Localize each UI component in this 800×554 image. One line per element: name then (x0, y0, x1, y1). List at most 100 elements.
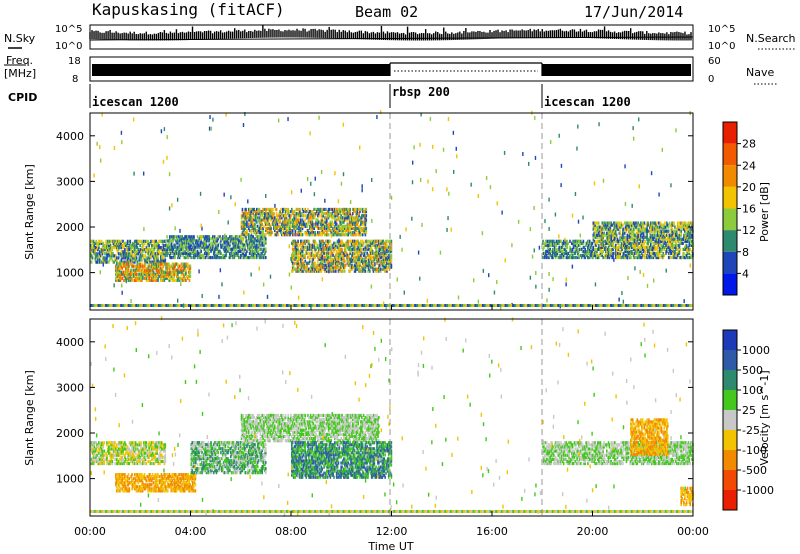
range-cell (314, 255, 316, 259)
range-cell (282, 207, 284, 212)
range-cell (613, 233, 615, 237)
range-cell (637, 249, 639, 254)
range-cell (356, 265, 359, 269)
range-cell (95, 245, 97, 250)
range-cell (576, 239, 578, 243)
range-cell (177, 270, 180, 274)
range-cell (361, 261, 364, 265)
range-cell (672, 231, 674, 235)
range-cell (595, 235, 597, 239)
range-cell (574, 243, 577, 247)
range-cell (341, 255, 343, 259)
range-cell (155, 256, 158, 260)
range-cell (188, 274, 191, 278)
range-cell (321, 257, 324, 261)
range-cell (639, 237, 641, 241)
range-cell (315, 267, 317, 271)
range-cell (133, 252, 136, 256)
range-cell (668, 221, 671, 225)
range-cell (250, 209, 253, 214)
range-cell (354, 263, 357, 267)
range-cell (656, 241, 658, 245)
range-cell (299, 222, 301, 226)
range-cell (346, 209, 349, 214)
range-cell (300, 239, 303, 243)
range-cell (604, 233, 606, 237)
range-cell (645, 227, 648, 231)
range-cell (579, 247, 581, 252)
range-cell (257, 249, 260, 253)
range-cell (642, 245, 645, 249)
range-cell (142, 250, 144, 254)
range-cell (630, 225, 632, 229)
range-cell (608, 231, 611, 235)
range-cell (123, 278, 125, 282)
range-cell (254, 243, 256, 247)
range-cell (293, 224, 296, 228)
range-cell (183, 274, 185, 278)
range-cell (325, 265, 328, 269)
range-cell (291, 233, 294, 237)
range-cell (624, 225, 627, 229)
range-cell (666, 243, 669, 247)
range-cell (306, 233, 308, 237)
range-cell (646, 235, 648, 239)
range-cell (689, 235, 692, 239)
range-cell (159, 262, 162, 266)
range-cell (106, 243, 108, 248)
range-cell (387, 263, 390, 267)
range-cell (571, 253, 574, 258)
range-cell (126, 248, 129, 252)
range-cell (98, 254, 100, 258)
range-cell (185, 272, 187, 276)
range-cell (233, 253, 236, 258)
range-cell (627, 239, 630, 243)
range-cell (627, 251, 630, 256)
range-cell (292, 249, 295, 253)
range-cell (315, 263, 317, 267)
range-cell (350, 216, 352, 220)
range-cell (327, 226, 330, 231)
range-cell (335, 257, 338, 261)
range-cell (242, 237, 245, 241)
range-cell (279, 224, 281, 228)
range-cell (128, 260, 131, 264)
range-cell (649, 247, 651, 252)
range-cell (208, 237, 211, 241)
range-cell (605, 227, 608, 231)
range-cell (231, 247, 234, 251)
range-cell (142, 254, 145, 258)
range-cell (116, 239, 118, 243)
range-cell (652, 245, 655, 249)
range-cell (170, 239, 173, 243)
range-cell (379, 253, 382, 257)
range-cell (345, 251, 348, 255)
range-cell (373, 259, 376, 263)
range-cell (307, 255, 309, 259)
range-cell (142, 270, 145, 274)
range-cell (264, 220, 267, 224)
range-cell (595, 255, 597, 260)
range-cell (351, 231, 353, 235)
range-cell (131, 262, 133, 266)
range-cell (124, 262, 127, 266)
range-cell (212, 117, 214, 122)
range-cell (686, 251, 689, 256)
range-cell (184, 268, 186, 272)
range-cell (589, 241, 592, 245)
range-cell (663, 225, 665, 229)
range-cell (357, 220, 360, 224)
range-cell (688, 223, 691, 227)
range-cell (665, 233, 667, 237)
range-cell (101, 250, 104, 254)
range-cell (358, 231, 360, 235)
range-cell (347, 243, 350, 247)
range-cell (246, 231, 248, 235)
range-cell (164, 252, 167, 256)
range-cell (623, 245, 626, 249)
range-cell (134, 254, 137, 258)
range-cell (334, 207, 336, 212)
range-cell (561, 251, 564, 256)
range-cell (298, 222, 300, 226)
range-cell (120, 264, 123, 268)
